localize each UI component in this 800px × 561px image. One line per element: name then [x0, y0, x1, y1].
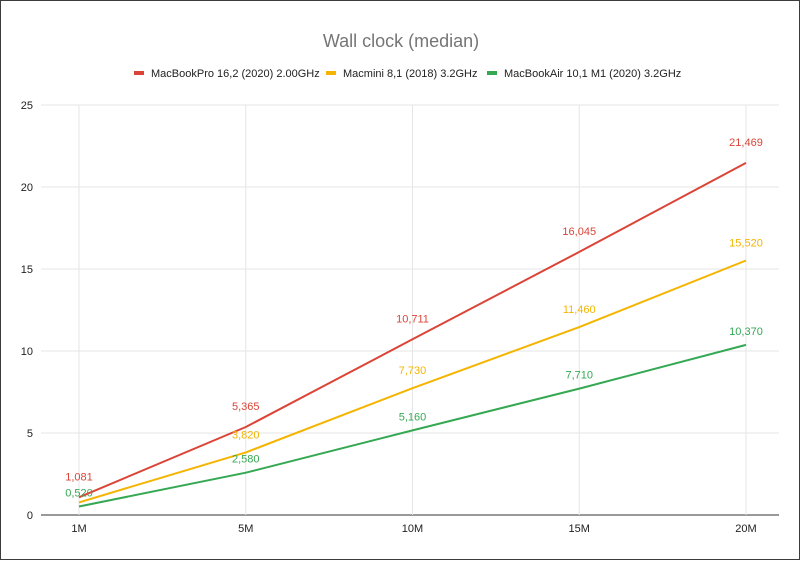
data-label: 16,045 — [562, 226, 596, 238]
data-label: 5,365 — [232, 401, 260, 413]
series-line — [78, 343, 747, 508]
series-line — [78, 259, 747, 504]
data-label: 10,711 — [396, 313, 429, 325]
data-label: 1,081 — [65, 471, 93, 483]
legend: MacBookPro 16,2 (2020) 2.00GHz Macmini 8,… — [134, 68, 681, 80]
chart-title: Wall clock (median) — [323, 31, 479, 51]
data-label: 5,160 — [399, 411, 427, 423]
legend-swatch — [326, 71, 336, 75]
y-tick-label: 5 — [27, 428, 33, 440]
legend-swatch — [134, 71, 144, 75]
y-tick-label: 25 — [21, 100, 33, 112]
y-tick-label: 0 — [27, 510, 33, 522]
y-tick-label: 15 — [21, 264, 33, 276]
data-label: 7,730 — [399, 365, 427, 377]
data-label: 3,820 — [232, 429, 260, 441]
data-labels: 1,081 5,365 10,711 16,045 21,469 3,820 7,730 11… — [65, 137, 763, 500]
x-tick-label: 20M — [735, 523, 756, 535]
y-tick-label: 20 — [21, 182, 33, 194]
data-label: 2,580 — [232, 454, 260, 466]
x-axis-ticks: 1M 5M 10M 15M 20M — [71, 523, 756, 535]
legend-swatch — [487, 71, 497, 75]
legend-label: MacBookPro 16,2 (2020) 2.00GHz — [151, 68, 320, 80]
series-line — [78, 162, 747, 499]
y-axis-ticks: 0 5 10 15 20 25 — [21, 100, 33, 522]
x-tick-label: 15M — [569, 523, 590, 535]
data-label: 10,370 — [729, 326, 763, 338]
series-lines — [78, 162, 747, 508]
x-tick-label: 1M — [71, 523, 86, 535]
legend-label: MacBookAir 10,1 M1 (2020) 3.2GHz — [504, 68, 681, 80]
gridlines — [41, 104, 779, 516]
data-label: 7,710 — [565, 370, 593, 382]
legend-label: Macmini 8,1 (2018) 3.2GHz — [343, 68, 478, 80]
data-label: 0,520 — [65, 487, 93, 499]
data-label: 15,520 — [729, 237, 763, 249]
data-label: 11,460 — [563, 304, 596, 316]
x-tick-label: 5M — [238, 523, 253, 535]
y-tick-label: 10 — [21, 346, 33, 358]
x-tick-label: 10M — [402, 523, 423, 535]
data-label: 21,469 — [729, 137, 763, 149]
